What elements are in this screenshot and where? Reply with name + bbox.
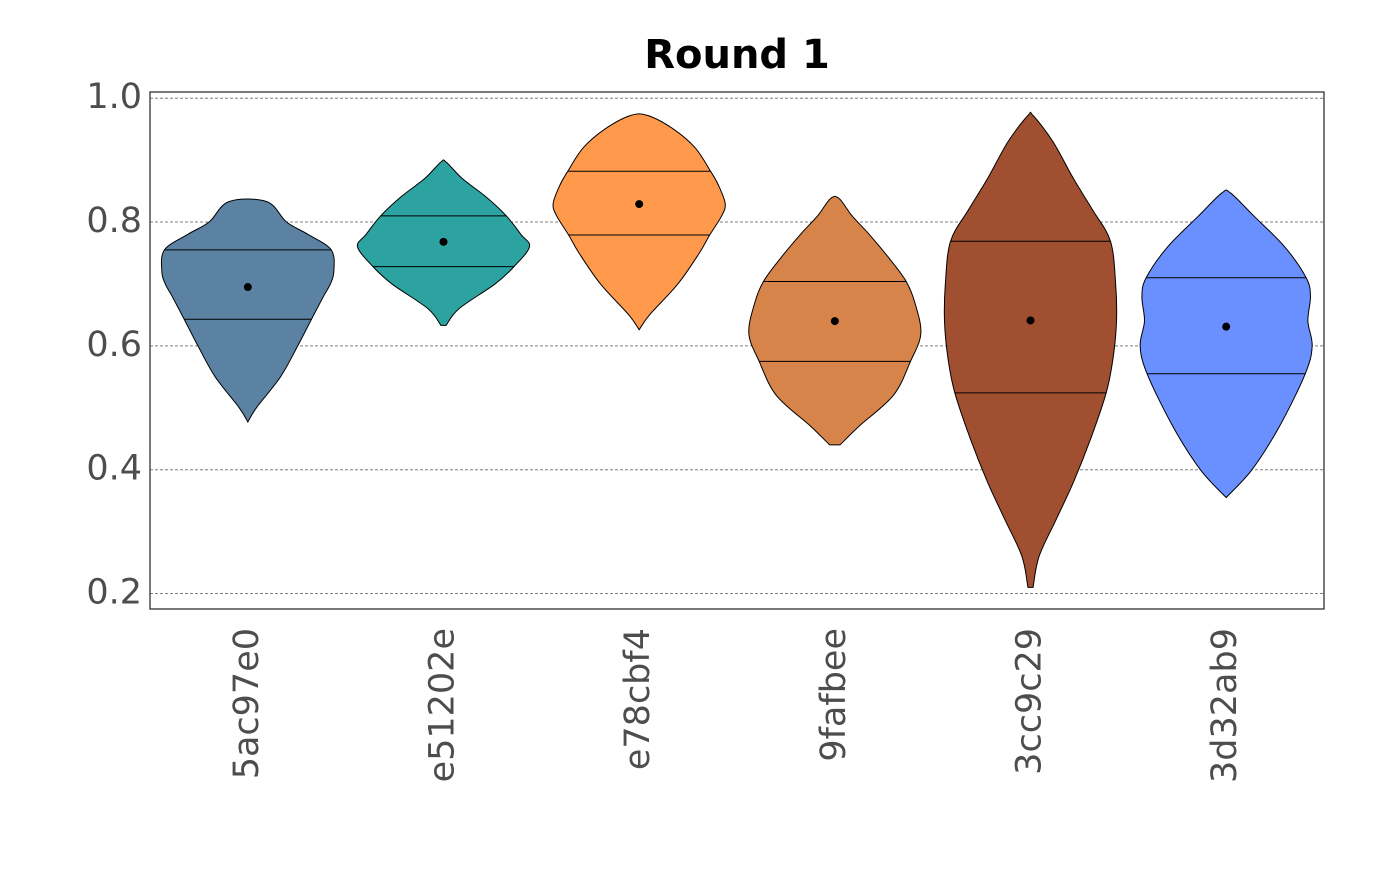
x-axis-ticks: 5ac97e0 e51202e e78cbf4 9fafbee 3cc9c29 3d32a… [227,628,1245,783]
mean-marker [243,283,252,292]
violin-body [160,198,335,423]
violin-9fafbee [748,195,922,446]
x-tick-label: 9fafbee [814,628,854,762]
mean-marker [439,237,448,246]
x-tick-label: 3cc9c29 [1010,628,1050,775]
violin-body [1139,189,1313,499]
violin-e78cbf4 [552,113,726,331]
x-tick-label: 3d32ab9 [1205,628,1245,783]
violin-body [943,111,1118,588]
violin-e51202e [356,159,531,326]
y-tick-label: 0.8 [86,201,142,241]
violin-body [552,113,726,331]
x-tick-label: e51202e [423,628,463,782]
mean-marker [1222,322,1231,331]
violin-3cc9c29 [943,111,1118,588]
violins [160,111,1313,588]
violin-3d32ab9 [1139,189,1313,499]
y-tick-label: 0.4 [86,449,142,489]
y-tick-label: 0.2 [86,573,142,613]
chart-title: Round 1 [644,32,830,78]
violin-5ac97e0 [160,198,335,423]
y-axis-ticks: 0.2 0.4 0.6 0.8 1.0 [86,77,142,612]
x-tick-label: e78cbf4 [618,628,658,770]
plot-area-border [149,91,1325,610]
y-tick-label: 0.6 [86,325,142,365]
mean-marker [830,317,839,326]
mean-marker [635,200,644,209]
x-tick-label: 5ac97e0 [227,628,267,779]
y-tick-label: 1.0 [86,77,142,117]
grid-lines [150,97,1324,595]
mean-marker [1026,316,1035,325]
